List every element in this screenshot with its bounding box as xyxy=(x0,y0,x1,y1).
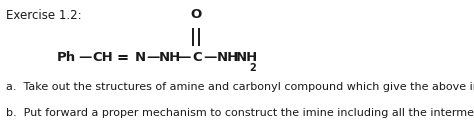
Text: Ph: Ph xyxy=(57,51,76,64)
Text: —: — xyxy=(78,51,91,64)
Text: NH: NH xyxy=(217,51,239,64)
Text: a.  Take out the structures of amine and carbonyl compound which give the above : a. Take out the structures of amine and … xyxy=(6,82,474,92)
Text: N: N xyxy=(135,51,146,64)
Text: NH: NH xyxy=(159,51,181,64)
Text: O: O xyxy=(190,8,201,22)
Text: 2: 2 xyxy=(249,63,255,73)
Text: b.  Put forward a proper mechanism to construct the imine including all the inte: b. Put forward a proper mechanism to con… xyxy=(6,108,474,118)
Text: —: — xyxy=(178,51,191,64)
Text: C: C xyxy=(192,51,201,64)
Text: NH: NH xyxy=(236,51,258,64)
Text: =: = xyxy=(116,50,128,65)
Text: —: — xyxy=(146,51,159,64)
Text: —: — xyxy=(203,51,216,64)
Text: Exercise 1.2:: Exercise 1.2: xyxy=(6,9,82,22)
Text: CH: CH xyxy=(92,51,113,64)
